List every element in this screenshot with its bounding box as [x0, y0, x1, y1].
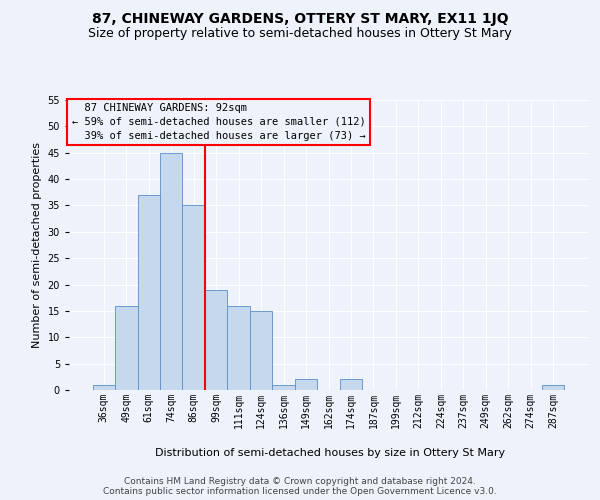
Bar: [115, 306, 137, 390]
Bar: [272, 384, 295, 390]
Text: 87 CHINEWAY GARDENS: 92sqm
← 59% of semi-detached houses are smaller (112)
  39%: 87 CHINEWAY GARDENS: 92sqm ← 59% of semi…: [71, 103, 365, 141]
Bar: [137, 195, 160, 390]
Bar: [160, 152, 182, 390]
Text: Size of property relative to semi-detached houses in Ottery St Mary: Size of property relative to semi-detach…: [88, 28, 512, 40]
Text: Contains HM Land Registry data © Crown copyright and database right 2024.: Contains HM Land Registry data © Crown c…: [124, 476, 476, 486]
Text: Contains public sector information licensed under the Open Government Licence v3: Contains public sector information licen…: [103, 486, 497, 496]
Bar: [250, 311, 272, 390]
Bar: [340, 380, 362, 390]
Bar: [227, 306, 250, 390]
Text: Distribution of semi-detached houses by size in Ottery St Mary: Distribution of semi-detached houses by …: [155, 448, 505, 458]
Y-axis label: Number of semi-detached properties: Number of semi-detached properties: [32, 142, 42, 348]
Bar: [205, 290, 227, 390]
Bar: [295, 380, 317, 390]
Bar: [92, 384, 115, 390]
Bar: [182, 206, 205, 390]
Text: 87, CHINEWAY GARDENS, OTTERY ST MARY, EX11 1JQ: 87, CHINEWAY GARDENS, OTTERY ST MARY, EX…: [92, 12, 508, 26]
Bar: [542, 384, 565, 390]
